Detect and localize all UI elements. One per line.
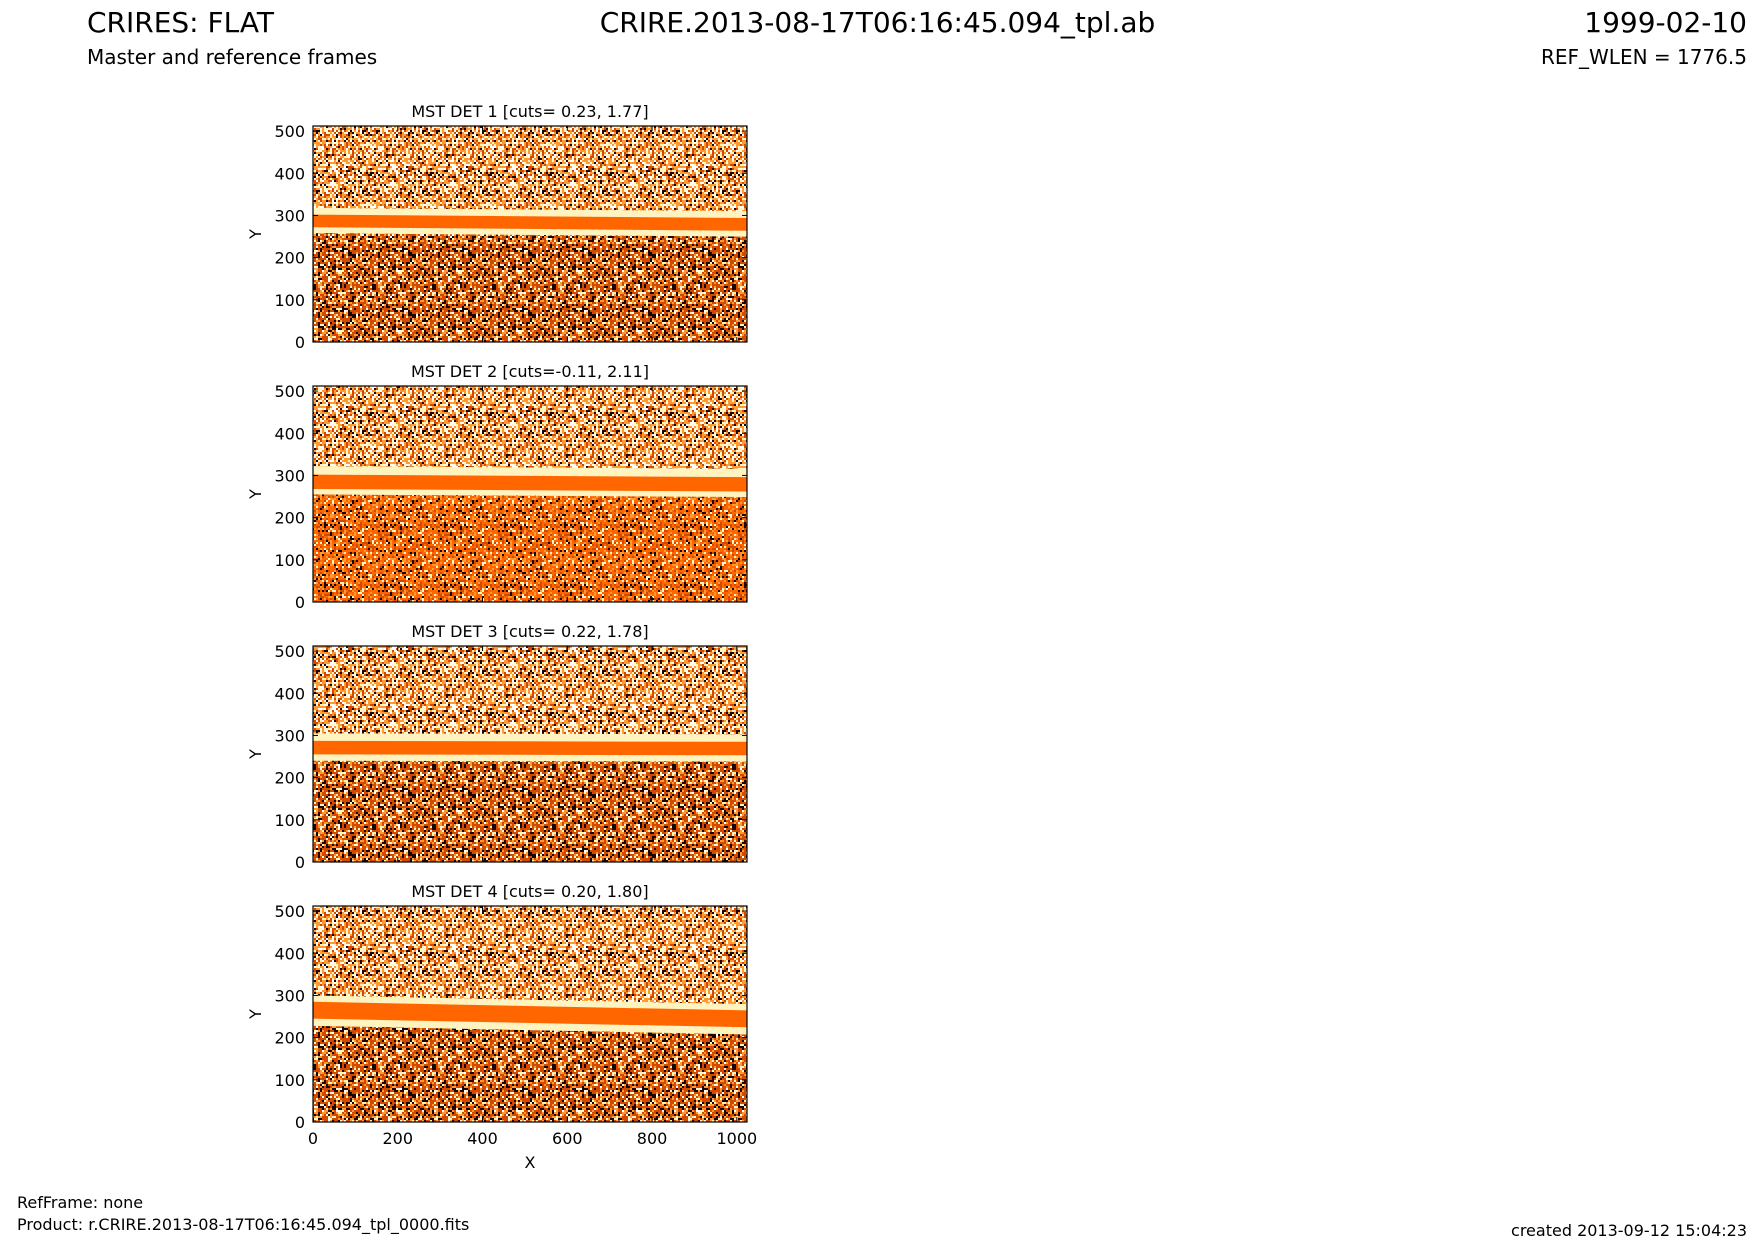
y-tick-label: 500: [274, 642, 305, 661]
y-tick-label: 0: [295, 1113, 305, 1132]
x-tick-label: 1000: [716, 1129, 757, 1148]
y-axis-label: Y: [246, 1009, 265, 1020]
y-tick-label: 300: [274, 206, 305, 225]
y-tick-label: 400: [274, 424, 305, 443]
y-tick-label: 0: [295, 853, 305, 872]
figure-subtitle: Master and reference frames: [87, 45, 378, 69]
y-tick-label: 500: [274, 122, 305, 141]
y-tick-label: 200: [274, 509, 305, 528]
x-tick-label: 0: [308, 1129, 318, 1148]
detector-image: [313, 906, 747, 1122]
y-axis-label: Y: [246, 749, 265, 760]
y-axis-label: Y: [246, 229, 265, 240]
y-tick-label: 100: [274, 811, 305, 830]
spectral-order-stripe: [313, 740, 747, 756]
axes-frame: [312, 905, 748, 1123]
y-tick-label: 500: [274, 902, 305, 921]
x-tick-label: 600: [552, 1129, 583, 1148]
footer-created: created 2013-09-12 15:04:23: [1511, 1221, 1747, 1240]
axes-frame: [312, 125, 748, 343]
y-tick-label: 200: [274, 769, 305, 788]
axes-frame: [312, 645, 748, 863]
footer-product: Product: r.CRIRE.2013-08-17T06:16:45.094…: [17, 1215, 470, 1234]
detector-image: [313, 386, 747, 602]
y-tick-label: 500: [274, 382, 305, 401]
panel-title: MST DET 2 [cuts=-0.11, 2.11]: [411, 362, 649, 381]
y-tick-label: 100: [274, 551, 305, 570]
observation-date: 1999-02-10: [1584, 6, 1747, 39]
y-axis-label: Y: [246, 489, 265, 500]
y-tick-label: 400: [274, 684, 305, 703]
figure-title: CRIRES: FLAT: [87, 6, 274, 39]
detector-image: [313, 646, 747, 862]
spectral-order-stripe: [313, 474, 747, 492]
y-tick-label: 200: [274, 249, 305, 268]
x-axis-label: X: [525, 1153, 536, 1172]
detector-panel-1: MST DET 1 [cuts= 0.23, 1.77] 0 100 200 300 40…: [246, 102, 748, 352]
file-name-title: CRIRE.2013-08-17T06:16:45.094_tpl.ab: [599, 6, 1156, 39]
detector-image: [313, 126, 747, 342]
detector-panel-2: MST DET 2 [cuts=-0.11, 2.11] 0 100 200 300 40…: [246, 362, 748, 612]
y-tick-label: 400: [274, 944, 305, 963]
reference-wavelength: REF_WLEN = 1776.5: [1540, 45, 1747, 69]
y-tick-label: 300: [274, 466, 305, 485]
y-tick-label: 300: [274, 986, 305, 1005]
x-tick-label: 400: [467, 1129, 498, 1148]
y-tick-label: 400: [274, 164, 305, 183]
y-tick-label: 300: [274, 726, 305, 745]
axes-frame: [312, 385, 748, 603]
spectral-order-stripe: [313, 214, 747, 231]
y-tick-label: 0: [295, 333, 305, 352]
panel-title: MST DET 1 [cuts= 0.23, 1.77]: [411, 102, 648, 121]
y-tick-label: 100: [274, 291, 305, 310]
x-tick-label: 800: [637, 1129, 668, 1148]
detector-panel-3: MST DET 3 [cuts= 0.22, 1.78] 0 100 200 300 40…: [246, 622, 748, 872]
y-tick-label: 100: [274, 1071, 305, 1090]
detector-panel-4: MST DET 4 [cuts= 0.20, 1.80] 0 100 200 300 40…: [246, 882, 757, 1172]
x-tick-label: 200: [382, 1129, 413, 1148]
y-tick-label: 0: [295, 593, 305, 612]
y-tick-label: 200: [274, 1029, 305, 1048]
spectral-order-stripe: [313, 1001, 747, 1028]
panel-title: MST DET 3 [cuts= 0.22, 1.78]: [411, 622, 648, 641]
footer-refframe: RefFrame: none: [17, 1193, 144, 1212]
panel-title: MST DET 4 [cuts= 0.20, 1.80]: [411, 882, 648, 901]
